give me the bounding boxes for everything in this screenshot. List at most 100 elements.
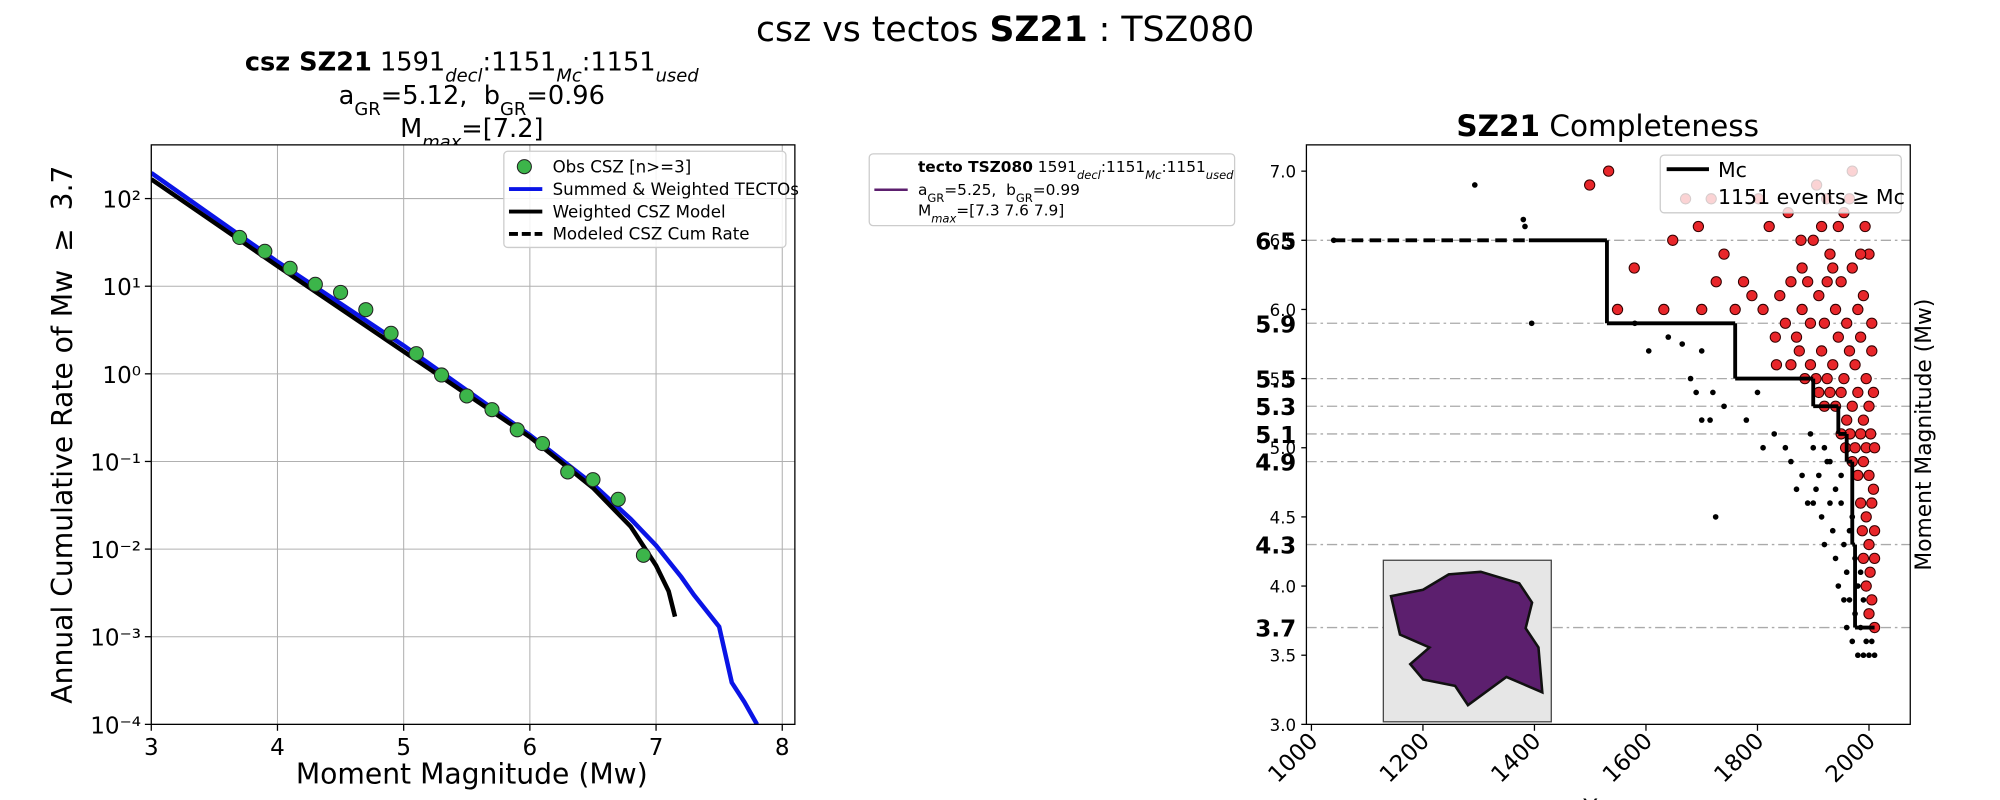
event-dot xyxy=(1827,458,1833,465)
legend-sub: Mc xyxy=(1145,168,1162,182)
mc-tick-label: 4.3 xyxy=(1255,534,1296,560)
y-tick-label: 10⁻³ xyxy=(90,626,141,652)
title-part: 1591 xyxy=(380,48,445,78)
event-point xyxy=(1746,289,1758,302)
title-part: : TSZ080 xyxy=(1099,10,1255,50)
event-point xyxy=(1774,289,1786,302)
event-point xyxy=(1602,165,1615,177)
y-tick-label: 3.0 xyxy=(1270,716,1297,735)
event-point xyxy=(1785,276,1797,288)
event-dot xyxy=(1754,389,1761,396)
data-point xyxy=(282,260,298,276)
event-dot xyxy=(1843,569,1850,576)
event-dot xyxy=(1799,472,1805,479)
title-sub: GR xyxy=(354,98,380,119)
data-point xyxy=(534,436,551,452)
event-dot xyxy=(1807,431,1814,437)
left-subtitle: aGR=5.12, bGR=0.96 xyxy=(339,81,605,119)
event-point xyxy=(1852,386,1864,399)
legend-part: :1151 xyxy=(1161,158,1205,176)
y-tick-label: 4.5 xyxy=(1270,508,1297,527)
event-dot xyxy=(1818,514,1825,520)
data-point xyxy=(408,346,424,362)
event-point xyxy=(1779,317,1792,329)
legend-sub: GR xyxy=(1016,191,1033,205)
event-dot xyxy=(1838,472,1844,479)
event-dot xyxy=(1835,583,1842,589)
event-point xyxy=(1769,331,1781,343)
data-point xyxy=(610,491,626,507)
event-point xyxy=(1692,220,1705,233)
title-part: :1151 xyxy=(582,48,656,78)
mc-tick-label: 6.5 xyxy=(1255,229,1296,255)
title-part: =[7.2] xyxy=(461,114,543,144)
event-dot xyxy=(1771,431,1778,437)
event-point xyxy=(1864,566,1876,578)
y-tick-label: 10¹ xyxy=(102,275,141,301)
event-point xyxy=(1737,276,1750,288)
event-dot xyxy=(1832,486,1839,493)
left-title: csz SZ21 1591decl:1151Mc:1151used xyxy=(245,48,699,87)
event-point xyxy=(1824,248,1836,260)
event-dot xyxy=(1810,500,1817,506)
event-point xyxy=(1796,262,1808,274)
x-tick-label: 7 xyxy=(649,735,664,761)
y-tick-label: 3.5 xyxy=(1270,647,1297,666)
left-subtitle2: Mmax=[7.2] xyxy=(400,114,543,153)
event-point xyxy=(1827,359,1839,371)
event-point xyxy=(1863,469,1875,482)
event-point xyxy=(1658,303,1670,316)
data-point xyxy=(257,243,273,259)
legend-sub: used xyxy=(1206,168,1234,182)
event-point xyxy=(1832,220,1844,233)
y-tick-label: 10⁰ xyxy=(102,363,141,389)
data-point xyxy=(232,229,248,246)
data-point xyxy=(635,547,652,563)
event-dot xyxy=(1520,216,1527,223)
y-tick-label: 5.5 xyxy=(1270,370,1297,389)
axes-frame xyxy=(1305,144,1911,725)
event-point xyxy=(1857,455,1870,468)
event-point xyxy=(1860,511,1872,523)
event-point xyxy=(1829,303,1842,316)
event-point xyxy=(1827,262,1839,274)
event-point xyxy=(1854,497,1867,509)
legend-part: =5.25, b xyxy=(944,181,1016,199)
event-dot xyxy=(1860,597,1867,603)
event-point xyxy=(1807,234,1819,246)
event-dot xyxy=(1471,182,1478,188)
title-sub: GR xyxy=(500,98,526,119)
event-dot xyxy=(1827,500,1833,506)
event-point xyxy=(1846,400,1858,412)
event-dot xyxy=(1743,417,1750,423)
event-point xyxy=(1790,331,1803,343)
x-tick-label: 5 xyxy=(396,735,411,761)
event-point xyxy=(1757,303,1769,316)
event-dot xyxy=(1810,444,1817,451)
legend-label: 1151 events ≥ Mc xyxy=(1718,185,1905,209)
y-tick-label: 5.0 xyxy=(1270,439,1297,458)
event-point xyxy=(1832,331,1844,343)
event-point xyxy=(1785,359,1797,371)
event-point xyxy=(1813,386,1825,399)
event-dot xyxy=(1857,569,1864,576)
title-sub: Mc xyxy=(556,65,581,86)
event-point xyxy=(1852,303,1864,316)
event-dot xyxy=(1528,320,1535,327)
event-point xyxy=(1860,372,1872,385)
y-tick-label: 10⁻² xyxy=(90,538,141,564)
event-point xyxy=(1846,262,1858,274)
x-tick-label: 3 xyxy=(144,735,159,761)
event-dot xyxy=(1760,444,1766,451)
event-point xyxy=(1835,386,1847,399)
event-point xyxy=(1849,359,1861,371)
mc-tick-label: 3.7 xyxy=(1255,617,1296,643)
event-dot xyxy=(1829,527,1836,534)
event-dot xyxy=(1841,541,1847,548)
event-point xyxy=(1835,276,1847,288)
axes-frame xyxy=(150,144,796,725)
title-part: :1151 xyxy=(483,48,557,78)
event-point xyxy=(1793,345,1805,357)
y-axis-label: Annual Cumulative Rate of Mw ≥ 3.7 xyxy=(46,166,79,704)
